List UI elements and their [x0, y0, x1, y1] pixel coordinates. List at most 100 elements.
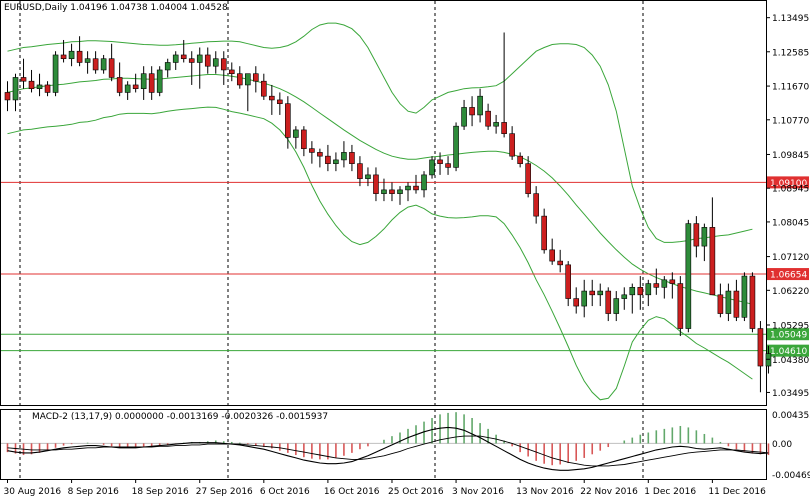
candle-51 — [413, 174, 419, 194]
price-tick-label-2: 1.11670 — [772, 83, 809, 93]
candle-40 — [325, 144, 331, 172]
candle-body — [60, 54, 67, 60]
candle-body — [4, 92, 11, 101]
price-tick-label-6: 1.08045 — [772, 218, 809, 228]
candle-body — [52, 54, 59, 93]
candle-80 — [645, 279, 652, 307]
price-tick-label-3: 1.10770 — [772, 116, 809, 126]
candle-body — [405, 185, 411, 191]
candle-body — [669, 279, 676, 284]
candle-20 — [164, 58, 171, 78]
candle-body — [525, 163, 531, 194]
price-tick-label-9: 1.05295 — [772, 321, 809, 331]
candle-48 — [389, 182, 395, 202]
candle-body — [549, 249, 555, 262]
candle-body — [421, 174, 427, 191]
candle-28 — [228, 62, 235, 82]
candle-94 — [757, 321, 764, 393]
candle-body — [20, 77, 27, 82]
macd-title: MACD-2 (13,17,9) 0.0000000 -0.0013169 -0… — [32, 412, 329, 422]
price-levels: 1.09100 1.06654 1.05049 1.04610 — [1, 176, 809, 357]
candle-body — [357, 163, 363, 179]
candle-4 — [36, 73, 43, 97]
candle-57 — [461, 99, 467, 130]
candle-34 — [277, 92, 283, 115]
chart-header: EURUSD,Daily 1.04196 1.04738 1.04004 1.0… — [4, 3, 228, 13]
price-level-label-0: 1.09100 — [770, 179, 807, 189]
candle-body — [164, 62, 171, 71]
candle-74 — [597, 283, 604, 307]
candle-body — [277, 99, 283, 104]
candle-77 — [621, 287, 628, 310]
candle-body — [597, 290, 604, 296]
candle-27 — [220, 51, 227, 85]
candle-56 — [453, 122, 459, 172]
candle-15 — [124, 81, 131, 100]
candle-70 — [565, 261, 572, 307]
time-tick-label-1: 8 Sep 2016 — [68, 487, 120, 497]
candle-44 — [357, 156, 363, 187]
candle-16 — [132, 73, 139, 93]
candle-body — [461, 107, 467, 127]
candle-13 — [108, 43, 115, 82]
candle-43 — [349, 144, 355, 172]
time-tick-label-5: 16 Oct 2016 — [324, 487, 380, 497]
candle-body — [236, 73, 243, 86]
candle-25 — [204, 47, 211, 74]
candle-42 — [341, 141, 347, 168]
candle-17 — [140, 66, 147, 100]
candle-body — [349, 152, 355, 164]
time-tick-label-9: 22 Nov 2016 — [580, 487, 638, 497]
candle-39 — [317, 148, 323, 168]
price-axis: 1.13495 1.12585 1.11670 1.10770 1.09845 1.089… — [766, 14, 809, 399]
candle-73 — [589, 279, 596, 307]
candle-body — [12, 77, 19, 101]
candle-body — [517, 155, 523, 164]
candle-38 — [309, 141, 315, 164]
price-tick-label-5: 1.08945 — [772, 185, 809, 195]
candle-body — [228, 69, 235, 75]
candle-83 — [669, 272, 676, 299]
candle-body — [493, 122, 499, 127]
candle-91 — [733, 279, 740, 322]
bollinger-middle — [7, 74, 753, 305]
price-level-label-2: 1.05049 — [770, 331, 807, 341]
candle-body — [477, 95, 483, 116]
candle-body — [140, 73, 147, 89]
candle-body — [365, 174, 371, 179]
candle-body — [36, 84, 43, 89]
price-level-tag-2 — [767, 328, 809, 341]
candle-body — [733, 290, 740, 318]
time-tick-label-2: 18 Sep 2016 — [132, 487, 189, 497]
macd-tick-label-1: 0.00 — [772, 440, 792, 450]
candle-85 — [685, 219, 692, 333]
candle-body — [28, 80, 35, 89]
candle-body — [709, 227, 716, 296]
macd-macd-line — [7, 426, 769, 471]
candle-46 — [373, 167, 379, 202]
vertical-grid — [1, 1, 766, 479]
price-tick-label-0: 1.13495 — [772, 14, 809, 24]
candle-88 — [709, 197, 716, 296]
price-tick-label-1: 1.12585 — [772, 48, 809, 58]
candle-body — [653, 283, 660, 288]
macd-tick-label-2: -0.004696 — [772, 471, 810, 481]
candle-body — [261, 80, 267, 97]
candle-58 — [469, 96, 475, 127]
candle-body — [677, 283, 684, 329]
price-panel — [0, 0, 767, 406]
candle-8 — [68, 43, 75, 67]
candle-body — [701, 227, 708, 247]
candle-52 — [421, 171, 427, 198]
price-level-tag-1 — [767, 268, 809, 281]
candle-body — [100, 58, 107, 71]
bollinger-upper — [7, 22, 753, 243]
candle-45 — [365, 167, 371, 187]
candle-14 — [116, 62, 123, 97]
candle-5 — [44, 81, 51, 97]
candle-body — [621, 294, 628, 299]
candle-body — [269, 95, 275, 101]
candle-body — [148, 73, 155, 93]
candle-body — [325, 155, 331, 164]
